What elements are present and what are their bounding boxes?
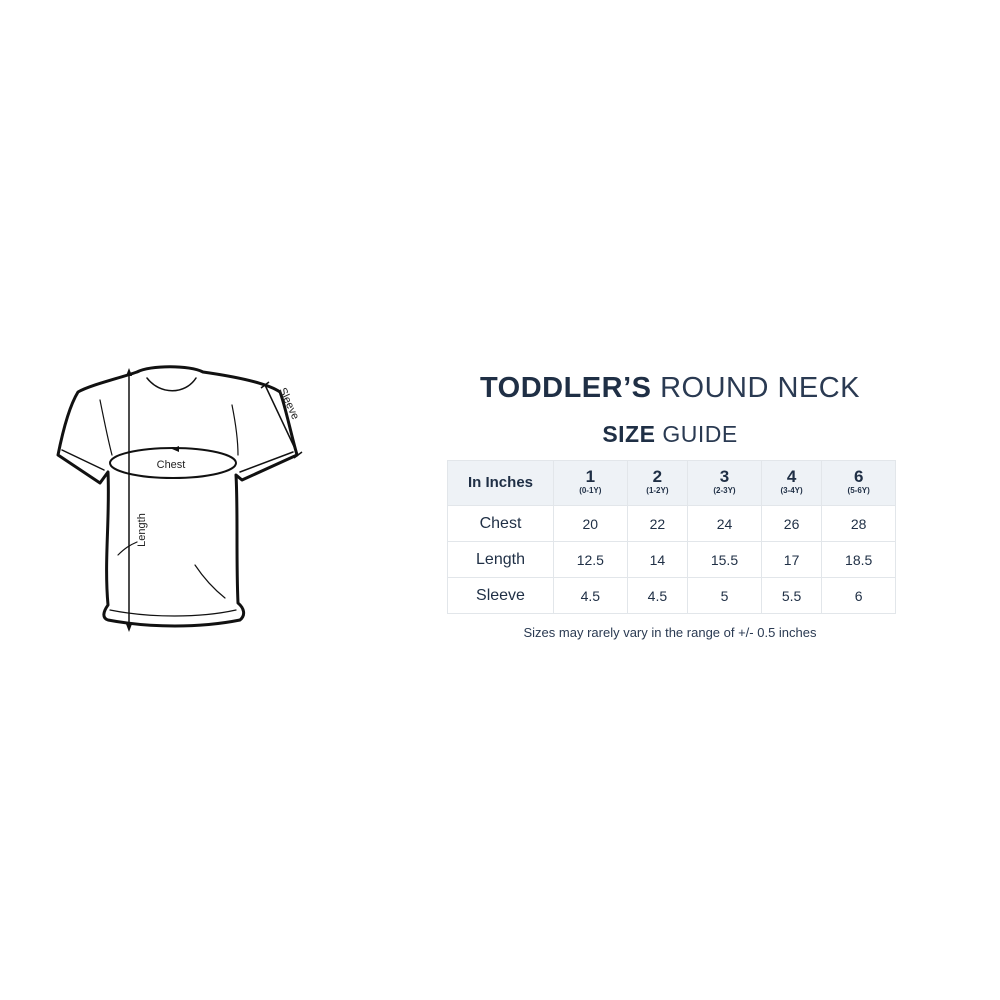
table-cell: 14 xyxy=(626,541,689,578)
size-age: (3-4Y) xyxy=(780,486,803,495)
row-label: Sleeve xyxy=(447,577,554,614)
table-row: Chest 20 22 24 26 28 xyxy=(447,505,896,542)
row-label: Length xyxy=(447,541,554,578)
sleeve-fold-right xyxy=(239,451,294,473)
size-header: 4 (3-4Y) xyxy=(760,460,823,506)
table-cell: 17 xyxy=(760,541,823,578)
fold-3 xyxy=(194,564,226,599)
size-age: (1-2Y) xyxy=(646,486,669,495)
table-cell: 22 xyxy=(626,505,689,542)
table-cell: 5 xyxy=(687,577,762,614)
sleeve-measure-line xyxy=(264,384,299,456)
size-age: (0-1Y) xyxy=(579,486,602,495)
size-number: 3 xyxy=(719,467,730,486)
table-cell: 18.5 xyxy=(821,541,896,578)
fold-2 xyxy=(231,404,239,456)
chest-measure-ellipse xyxy=(109,447,237,479)
page-subtitle: SIZE GUIDE xyxy=(440,421,900,448)
title-light: ROUND NECK xyxy=(660,372,861,404)
corner-header: In Inches xyxy=(447,460,554,506)
sleeve-fold-left xyxy=(61,449,105,471)
table-cell: 24 xyxy=(687,505,762,542)
table-cell: 4.5 xyxy=(626,577,689,614)
size-number: 6 xyxy=(853,467,864,486)
table-cell: 6 xyxy=(821,577,896,614)
size-header: 2 (1-2Y) xyxy=(626,460,689,506)
title-bold: TODDLER’S xyxy=(479,372,652,404)
table-cell: 12.5 xyxy=(553,541,628,578)
table-cell: 26 xyxy=(760,505,823,542)
size-number: 4 xyxy=(786,467,797,486)
size-header: 1 (0-1Y) xyxy=(553,460,628,506)
collar-line xyxy=(146,377,197,392)
length-arrow-top-icon xyxy=(126,368,132,376)
length-arrow-bottom-icon xyxy=(126,624,132,632)
chest-arrow-icon xyxy=(172,446,179,452)
table-cell: 4.5 xyxy=(553,577,628,614)
size-header: 6 (5-6Y) xyxy=(821,460,896,506)
table-cell: 20 xyxy=(553,505,628,542)
table-cell: 28 xyxy=(821,505,896,542)
size-number: 1 xyxy=(585,467,596,486)
size-table: In Inches 1 (0-1Y) 2 (1-2Y) 3 (2-3Y) 4 (3-4Y… xyxy=(447,460,896,614)
fold-4 xyxy=(117,541,138,556)
size-header: 3 (2-3Y) xyxy=(687,460,762,506)
page-title: TODDLER’S ROUND NECK xyxy=(440,372,900,405)
subtitle-light: GUIDE xyxy=(662,421,738,447)
size-age: (5-6Y) xyxy=(847,486,870,495)
shirt-outline xyxy=(56,365,299,628)
subtitle-bold: SIZE xyxy=(602,421,656,447)
hem-line xyxy=(109,609,237,617)
table-cell: 5.5 xyxy=(760,577,823,614)
size-age: (2-3Y) xyxy=(713,486,736,495)
chest-label: Chest xyxy=(157,459,186,471)
table-row: Length 12.5 14 15.5 17 18.5 xyxy=(447,541,896,578)
table-cell: 15.5 xyxy=(687,541,762,578)
row-label: Chest xyxy=(447,505,554,542)
size-variance-note: Sizes may rarely vary in the range of +/… xyxy=(523,625,817,640)
length-label: Length xyxy=(136,513,148,547)
table-header-row: In Inches 1 (0-1Y) 2 (1-2Y) 3 (2-3Y) 4 (3-4Y… xyxy=(447,460,896,506)
fold-1 xyxy=(99,399,113,456)
table-row: Sleeve 4.5 4.5 5 5.5 6 xyxy=(447,577,896,614)
size-number: 2 xyxy=(652,467,663,486)
